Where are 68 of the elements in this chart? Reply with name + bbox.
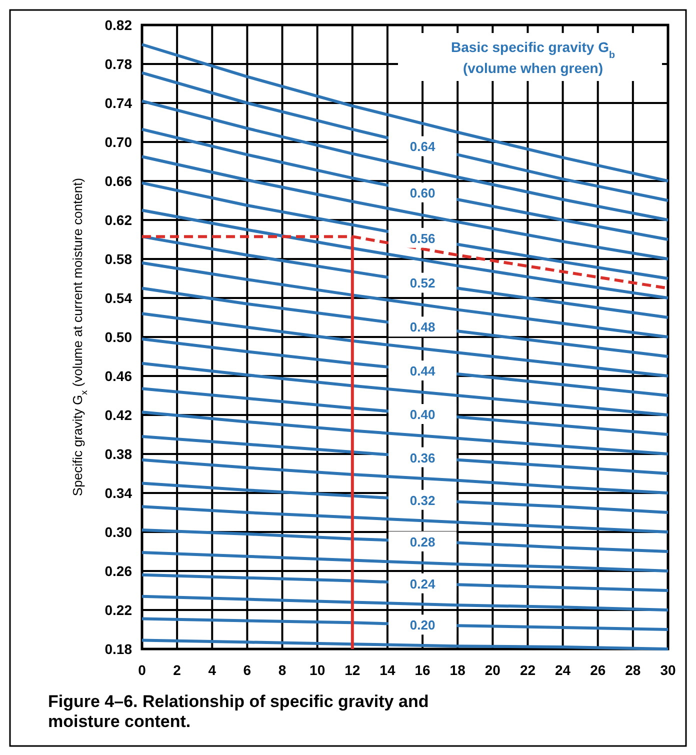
series-label: 0.48 (410, 320, 436, 335)
series-label: 0.40 (410, 407, 436, 422)
y-tick-label: 0.66 (104, 173, 132, 189)
line-series (140, 434, 670, 475)
series-label: 0.36 (410, 450, 436, 466)
line-series (140, 638, 670, 650)
y-tick-label: 0.34 (104, 485, 132, 501)
y-tick-label: 0.70 (104, 134, 132, 150)
line-series (140, 550, 670, 572)
line-series (140, 528, 670, 553)
annotation: Basic specific gravity G$_{b}$ (451, 39, 615, 60)
y-tick-label: 0.62 (104, 212, 132, 228)
series-label: 0.24 (410, 576, 436, 592)
y-tick-label: 0.22 (104, 602, 132, 618)
y-tick-label: 0.30 (104, 524, 132, 540)
y-tick-label: 0.54 (104, 290, 132, 306)
series-label: 0.32 (410, 492, 436, 508)
x-tick-label: 4 (208, 662, 216, 678)
y-tick-label: 0.50 (104, 329, 132, 345)
series-label: 0.44 (410, 363, 436, 378)
line-series (140, 235, 670, 319)
y-tick-label: 0.38 (104, 446, 132, 462)
x-tick-label: 24 (555, 662, 571, 678)
line-series (140, 286, 670, 358)
line-series (140, 312, 670, 378)
line-series (140, 573, 670, 592)
x-tick-label: 16 (414, 662, 431, 678)
x-tick-label: 14 (380, 662, 396, 678)
x-tick-label: 10 (310, 662, 326, 678)
text: Figure 4–6. Relationship of specific gravity and moisture content. (48, 692, 429, 731)
line-series (140, 43, 670, 182)
line-series (140, 617, 670, 631)
y-tick-label: 0.82 (104, 17, 132, 33)
series-label: 0.64 (410, 139, 436, 154)
x-tick-label: 6 (243, 662, 252, 678)
x-tick-label: 2 (173, 662, 182, 678)
x-tick-label: 18 (450, 662, 466, 678)
x-tick-label: 30 (660, 662, 676, 678)
line-series (140, 505, 670, 534)
y-tick-label: 0.42 (104, 407, 132, 423)
series-label: 0.52 (410, 276, 436, 291)
series-label: 0.56 (410, 230, 436, 246)
y-tick-label: 0.58 (104, 251, 132, 267)
line-series (140, 387, 670, 436)
x-tick-label: 0 (138, 662, 146, 678)
line-series (140, 100, 670, 222)
x-tick-label: 22 (520, 662, 536, 678)
series-label: 0.20 (410, 618, 436, 633)
line-series (140, 482, 670, 514)
line-series (140, 181, 670, 280)
y-tick-label: 0.74 (104, 95, 132, 111)
y-tick-label: 0.18 (104, 641, 132, 657)
y-tick-label: 0.26 (104, 563, 132, 579)
line-series (140, 337, 670, 397)
annotation: (volume when green) (462, 60, 604, 76)
line-series (140, 208, 670, 300)
x-tick-label: 8 (278, 662, 286, 678)
y-tick-label: 0.46 (104, 368, 132, 384)
line-series (140, 261, 670, 338)
y-tick-label: 0.78 (104, 56, 132, 72)
x-tick-label: 12 (344, 662, 360, 678)
x-tick-label: 26 (590, 662, 606, 678)
series-label: 0.28 (410, 534, 436, 550)
series-label: 0.60 (410, 185, 436, 200)
line-series (140, 594, 670, 612)
x-tick-label: 28 (625, 662, 641, 678)
x-tick-label: 20 (484, 662, 501, 678)
line-series (140, 155, 670, 260)
